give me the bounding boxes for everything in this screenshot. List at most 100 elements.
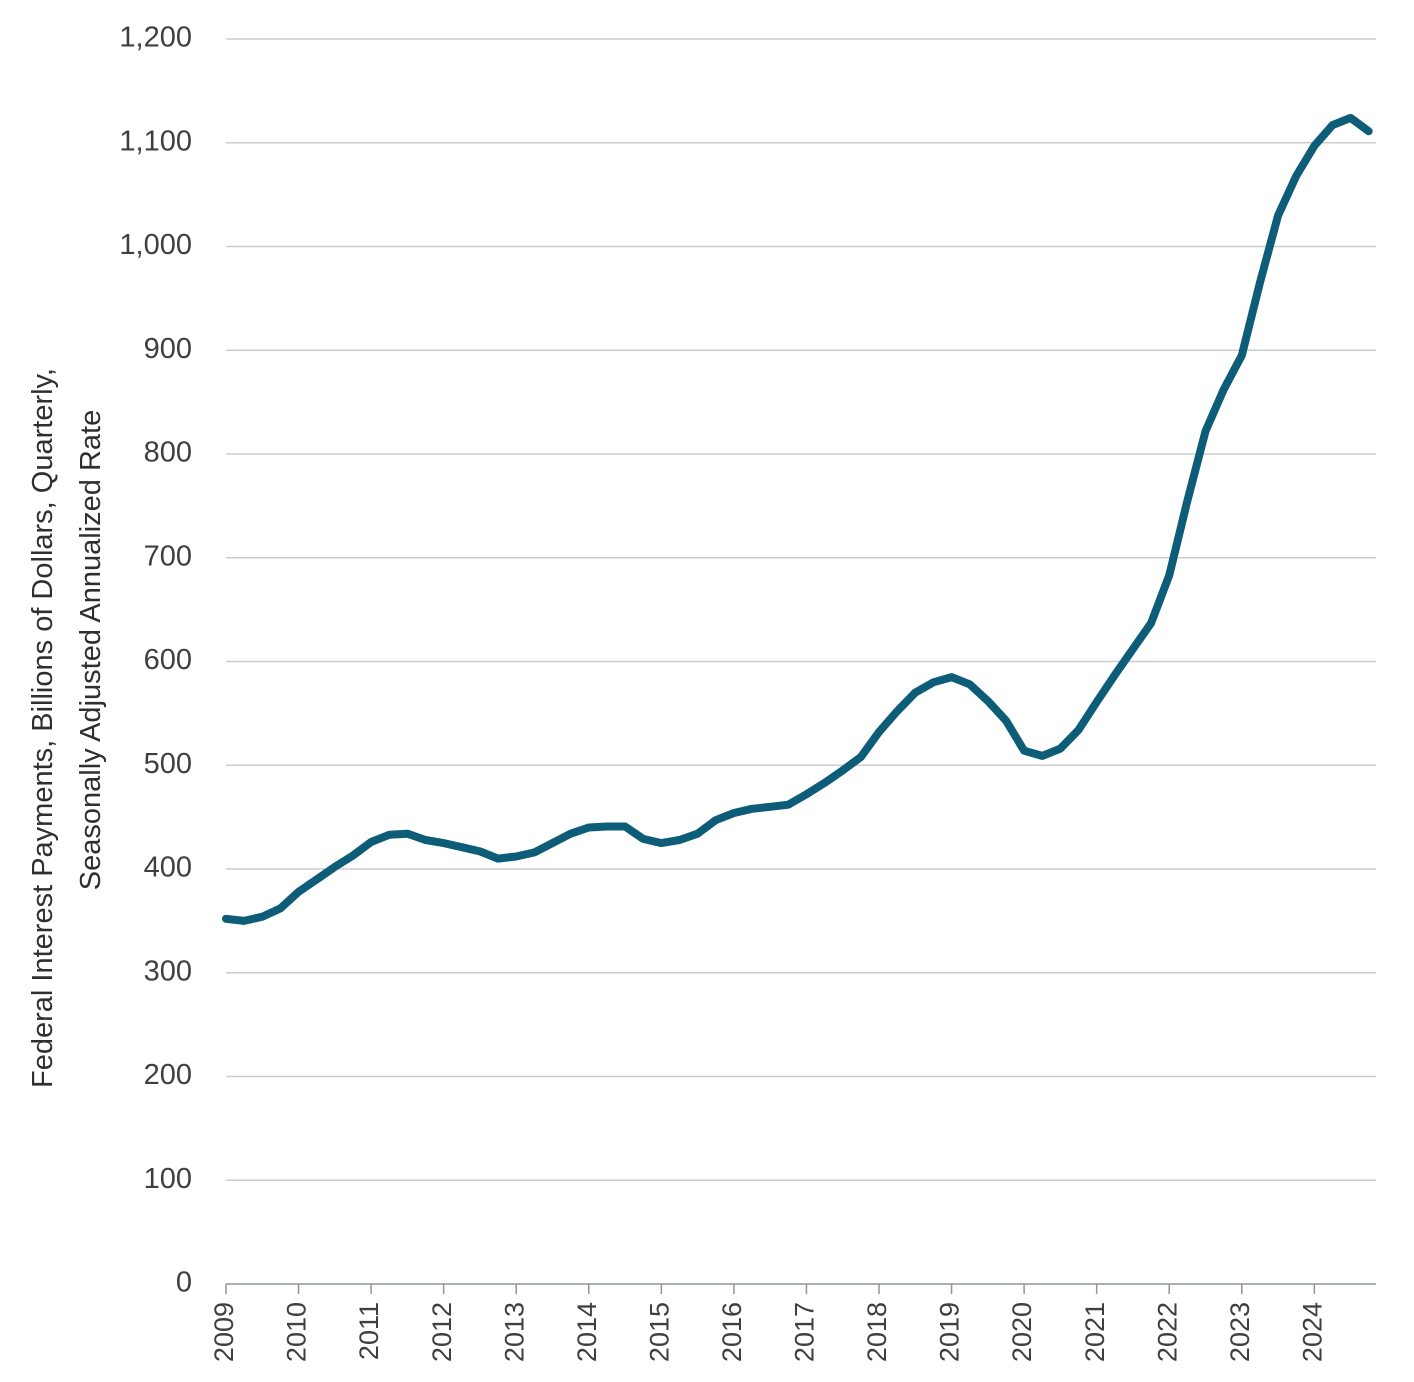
- x-tick-label-2012: 2012: [427, 1302, 457, 1362]
- x-axis-tick-labels: 2009 2010 2011 2012 2013 2014 2015 2016 2017 2018…: [209, 1302, 1327, 1362]
- data-point: [424, 838, 427, 842]
- data-point: [1058, 747, 1062, 751]
- data-point: [605, 825, 609, 828]
- y-tick-label-0: 0: [176, 1267, 192, 1299]
- data-point: [442, 841, 446, 845]
- data-point: [1294, 174, 1298, 178]
- data-point: [623, 825, 627, 828]
- x-tick-label-2015: 2015: [644, 1302, 674, 1362]
- data-point: [786, 803, 790, 807]
- data-point: [387, 833, 391, 837]
- x-tick-label-2013: 2013: [499, 1302, 529, 1362]
- data-point: [532, 850, 536, 854]
- data-point: [750, 807, 754, 811]
- data-point: [587, 826, 591, 829]
- x-tick-label-2011: 2011: [354, 1302, 384, 1360]
- data-point: [224, 917, 228, 921]
- y-tick-label-600: 600: [144, 644, 192, 676]
- x-tick-label-2017: 2017: [790, 1302, 820, 1362]
- y-tick-label-300: 300: [144, 955, 192, 987]
- data-point: [242, 919, 246, 923]
- data-point: [260, 915, 264, 919]
- y-tick-label-700: 700: [144, 540, 192, 572]
- data-point: [1331, 123, 1334, 127]
- data-point: [678, 838, 681, 842]
- data-point: [659, 841, 663, 845]
- x-tick-label-2020: 2020: [1007, 1302, 1037, 1362]
- data-point: [986, 699, 990, 703]
- data-point: [1095, 700, 1099, 704]
- x-tick-label-2019: 2019: [935, 1302, 965, 1362]
- data-point: [297, 890, 301, 894]
- y-tick-label-1100: 1,100: [119, 125, 192, 157]
- x-tick-label-2009: 2009: [209, 1302, 239, 1362]
- data-point: [1367, 129, 1371, 133]
- data-point: [1276, 213, 1280, 217]
- y-tick-label-500: 500: [144, 748, 192, 780]
- x-tick-label-2021: 2021: [1080, 1302, 1110, 1362]
- data-point: [804, 792, 808, 796]
- data-point: [1240, 353, 1244, 357]
- y-tick-label-1000: 1,000: [119, 229, 192, 261]
- y-axis-label-line2: Seasonally Adjusted Annualized Rate: [75, 410, 107, 890]
- data-point: [859, 755, 863, 759]
- data-point: [768, 805, 772, 809]
- axes: [225, 1283, 1376, 1294]
- data-point: [641, 837, 645, 841]
- x-tick-label-2010: 2010: [282, 1302, 312, 1362]
- data-point: [1004, 719, 1008, 723]
- data-point: [405, 832, 409, 836]
- x-tick-label-2014: 2014: [572, 1302, 602, 1362]
- data-point: [895, 709, 899, 713]
- data-point: [478, 849, 482, 853]
- x-tick-label-2023: 2023: [1225, 1302, 1255, 1362]
- data-point: [1204, 429, 1207, 433]
- y-tick-label-400: 400: [144, 852, 192, 884]
- y-tick-label-800: 800: [144, 437, 192, 469]
- data-point: [369, 840, 373, 844]
- data-point: [1312, 144, 1316, 148]
- data-point: [278, 906, 282, 910]
- data-point: [877, 730, 881, 734]
- series-layer: [222, 113, 1373, 925]
- series-line-0: [222, 113, 1373, 925]
- data-point: [950, 675, 954, 679]
- data-point: [1185, 499, 1189, 503]
- data-point: [913, 691, 917, 695]
- data-point: [1167, 573, 1171, 577]
- data-point: [714, 818, 718, 822]
- x-tick-label-2024: 2024: [1297, 1302, 1327, 1362]
- x-tick-label-2016: 2016: [717, 1302, 747, 1362]
- data-point: [968, 682, 972, 686]
- data-point: [696, 832, 700, 836]
- data-point: [931, 680, 935, 684]
- x-tick-label-2018: 2018: [862, 1302, 892, 1362]
- data-point: [732, 811, 736, 815]
- y-tick-label-1200: 1,200: [119, 22, 192, 54]
- data-point: [1131, 647, 1135, 651]
- data-point: [823, 781, 827, 785]
- data-point: [333, 865, 337, 869]
- gridlines: [226, 38, 1376, 1181]
- data-point: [551, 841, 554, 845]
- y-tick-label-100: 100: [144, 1163, 192, 1195]
- data-point: [1222, 388, 1226, 392]
- data-point: [841, 768, 845, 772]
- data-point: [569, 832, 573, 836]
- data-point: [1149, 621, 1153, 625]
- data-point: [351, 854, 355, 857]
- data-point: [1113, 673, 1117, 677]
- data-point: [315, 877, 319, 881]
- y-axis-label: Federal Interest Payments, Billions of D…: [27, 368, 59, 1088]
- data-point: [1258, 281, 1262, 285]
- data-point: [496, 857, 500, 861]
- data-point: [1022, 749, 1026, 753]
- data-point: [1077, 728, 1080, 732]
- data-point: [514, 855, 518, 858]
- data-point: [460, 845, 464, 849]
- y-axis-tick-labels: 0 100 200 300 400 500 600 700 800 900 1,000 1,100 1,…: [119, 22, 192, 1299]
- y-tick-label-200: 200: [144, 1059, 192, 1091]
- y-tick-label-900: 900: [144, 333, 192, 365]
- data-point: [1349, 116, 1353, 120]
